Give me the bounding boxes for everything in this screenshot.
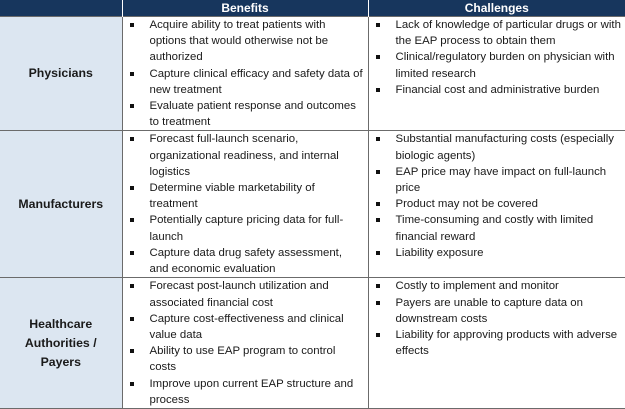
list-item-text: Lack of knowledge of particular drugs or… — [395, 19, 621, 48]
challenges-list: Lack of knowledge of particular drugs or… — [369, 17, 625, 98]
list-item: Capture clinical efficacy and safety dat… — [123, 66, 364, 98]
list-item-text: Potentially capture pricing data for ful… — [149, 214, 344, 243]
header-benefits: Benefits — [121, 0, 368, 17]
list-item: Improve upon current EAP structure and p… — [123, 376, 364, 408]
bullet-icon — [129, 349, 134, 354]
list-item-text: Forecast post-launch utilization and ass… — [149, 280, 329, 309]
table-row-physicians: Physicians Acquire ability to treat pati… — [0, 15, 625, 132]
bullet-icon — [129, 218, 134, 223]
list-item-text: EAP price may have impact on full-launch… — [395, 165, 607, 195]
list-item: Product may not be covered — [369, 196, 622, 212]
list-item: Evaluate patient response and outcomes t… — [123, 98, 364, 130]
list-item: Capture data drug safety assessment, and… — [123, 245, 364, 277]
bullet-icon — [375, 218, 380, 223]
list-item-text: Costly to implement and monitor — [395, 280, 559, 293]
list-item: Determine viable marketability of treatm… — [123, 180, 364, 212]
list-item-text: Forecast full-launch scenario, organizat… — [149, 133, 339, 178]
list-item-text: Substantial manufacturing costs (especia… — [395, 133, 614, 162]
benefits-cell: Forecast full-launch scenario, organizat… — [122, 130, 369, 279]
list-item: Clinical/regulatory burden on physician … — [369, 49, 622, 81]
list-item-text: Evaluate patient response and outcomes t… — [149, 100, 356, 129]
list-item-text: Product may not be covered — [395, 198, 538, 211]
list-item: Potentially capture pricing data for ful… — [123, 212, 364, 244]
bullet-icon — [129, 250, 134, 255]
list-item-text: Ability to use EAP program to control co… — [149, 345, 336, 374]
list-item-text: Determine viable marketability of treatm… — [149, 182, 315, 211]
list-item-text: Payers are unable to capture data on dow… — [395, 296, 583, 325]
benefits-list: Forecast full-launch scenario, organizat… — [123, 131, 368, 277]
bullet-icon — [375, 284, 380, 289]
bullet-icon — [129, 71, 134, 76]
list-item: EAP price may have impact on full-launch… — [369, 164, 622, 196]
bullet-icon — [375, 250, 380, 255]
bullet-icon — [129, 381, 134, 386]
benefits-cell: Acquire ability to treat patients with o… — [122, 15, 369, 132]
bullet-icon — [129, 104, 134, 109]
list-item: Forecast full-launch scenario, organizat… — [123, 131, 364, 180]
bullet-icon — [375, 169, 380, 174]
list-item: Ability to use EAP program to control co… — [123, 343, 364, 375]
list-item: Forecast post-launch utilization and ass… — [123, 278, 364, 310]
bullet-icon — [129, 284, 134, 289]
bullet-icon — [129, 23, 134, 27]
list-item-text: Acquire ability to treat patients with o… — [149, 19, 329, 64]
stakeholder-cell: Manufacturers — [0, 130, 123, 279]
benefits-list: Forecast post-launch utilization and ass… — [123, 278, 368, 408]
bullet-icon — [375, 137, 380, 142]
bullet-icon — [375, 202, 380, 207]
bullet-icon — [375, 55, 380, 60]
list-item: Time-consuming and costly with limited f… — [369, 212, 622, 244]
challenges-cell: Lack of knowledge of particular drugs or… — [368, 15, 625, 132]
challenges-list: Substantial manufacturing costs (especia… — [369, 131, 625, 261]
list-item-text: Financial cost and administrative burden — [395, 83, 600, 96]
bullet-icon — [375, 333, 380, 338]
bullet-icon — [375, 87, 380, 92]
list-item: Acquire ability to treat patients with o… — [123, 17, 364, 66]
table-row-manufacturers: Manufacturers Forecast full-launch scena… — [0, 130, 625, 279]
list-item: Capture cost-effectiveness and clinical … — [123, 311, 364, 343]
list-item-text: Liability exposure — [395, 246, 484, 259]
list-item: Liability exposure — [369, 245, 622, 261]
table-row-healthcare-authorities: Healthcare Authorities / Payers Forecast… — [0, 277, 625, 409]
list-item: Payers are unable to capture data on dow… — [369, 295, 622, 327]
stakeholder-cell: Healthcare Authorities / Payers — [0, 277, 123, 409]
list-item-text: Improve upon current EAP structure and p… — [149, 377, 354, 406]
list-item: Lack of knowledge of particular drugs or… — [369, 17, 622, 49]
header-stakeholder — [0, 0, 122, 17]
challenges-cell: Substantial manufacturing costs (especia… — [368, 130, 625, 279]
challenges-list: Costly to implement and monitor Payers a… — [369, 278, 625, 359]
list-item: Costly to implement and monitor — [369, 278, 622, 294]
list-item-text: Capture clinical efficacy and safety dat… — [149, 67, 363, 96]
bullet-icon — [375, 23, 380, 27]
bullet-icon — [129, 186, 134, 191]
list-item-text: Clinical/regulatory burden on physician … — [395, 51, 615, 80]
benefits-cell: Forecast post-launch utilization and ass… — [122, 277, 369, 409]
list-item-text: Liability for approving products with ad… — [395, 329, 618, 358]
header-row: Benefits Challenges — [0, 0, 625, 17]
bullet-icon — [375, 300, 380, 305]
list-item-text: Capture cost-effectiveness and clinical … — [149, 312, 344, 342]
list-item: Financial cost and administrative burden — [369, 82, 622, 98]
stakeholder-cell: Physicians — [0, 15, 123, 132]
bullet-icon — [129, 316, 134, 321]
list-item-text: Time-consuming and costly with limited f… — [395, 214, 594, 243]
benefits-list: Acquire ability to treat patients with o… — [123, 17, 368, 130]
header-challenges: Challenges — [367, 0, 625, 17]
bullet-icon — [129, 137, 134, 142]
list-item: Substantial manufacturing costs (especia… — [369, 131, 622, 163]
challenges-cell: Costly to implement and monitor Payers a… — [368, 277, 625, 409]
list-item: Liability for approving products with ad… — [369, 327, 622, 359]
list-item-text: Capture data drug safety assessment, and… — [149, 246, 342, 276]
